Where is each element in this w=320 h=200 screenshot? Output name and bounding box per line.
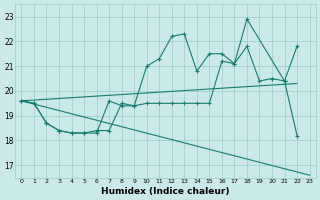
X-axis label: Humidex (Indice chaleur): Humidex (Indice chaleur)	[101, 187, 230, 196]
